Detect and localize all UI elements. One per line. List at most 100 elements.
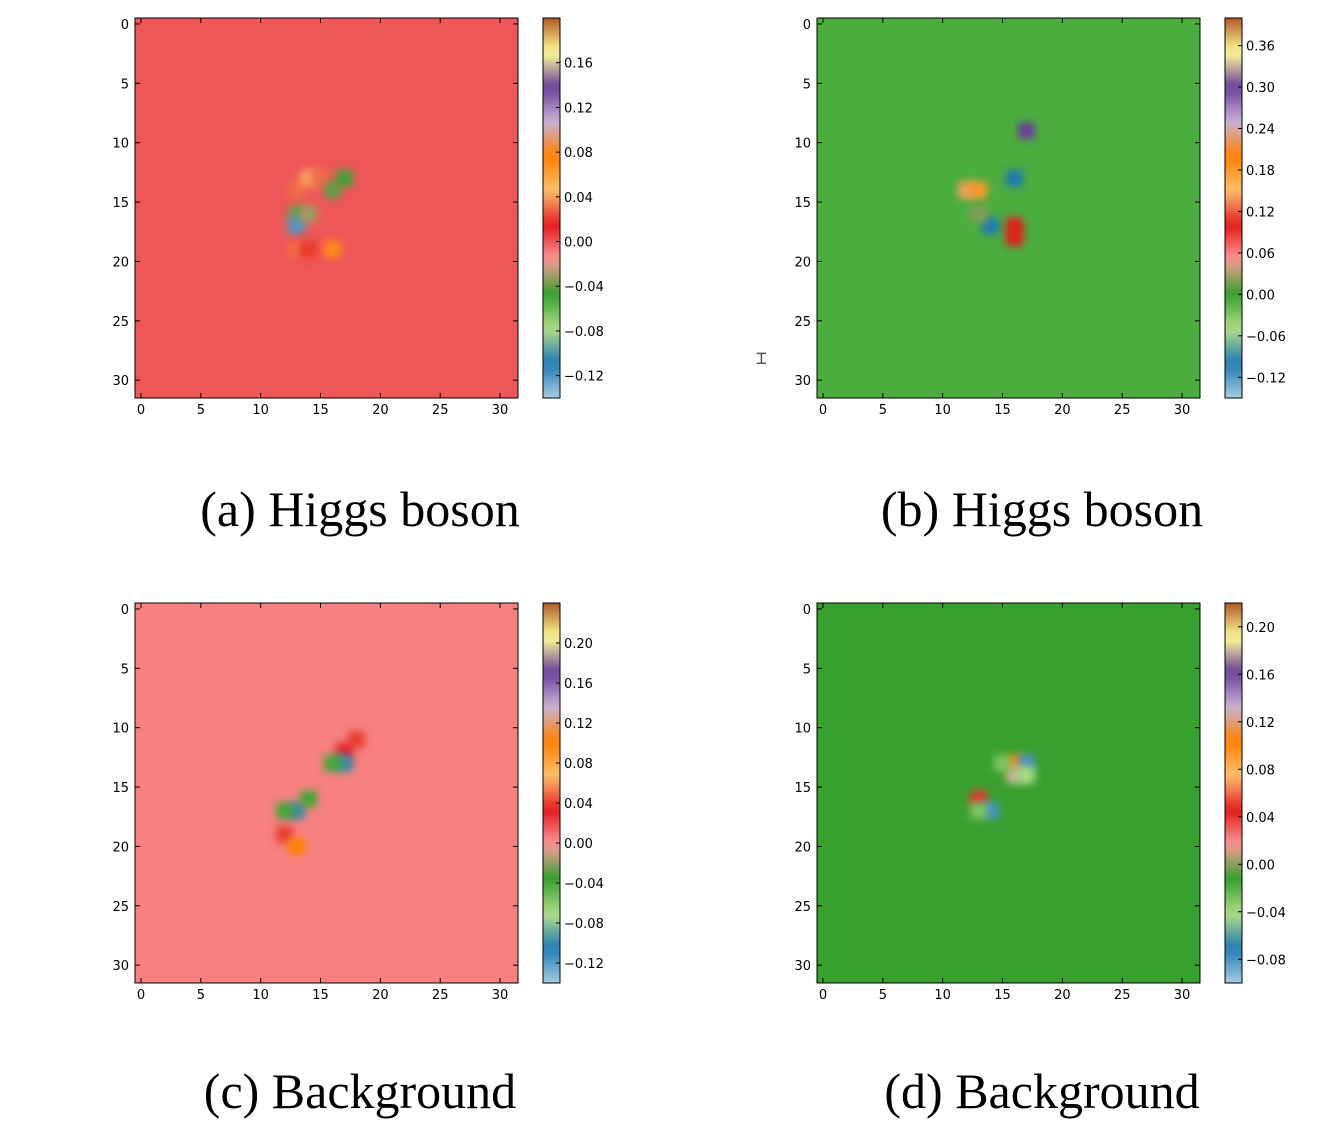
heatmap-cell <box>300 205 317 223</box>
y-tick-label: 0 <box>121 18 129 33</box>
x-tick-label: 20 <box>1054 403 1071 418</box>
x-tick-label: 25 <box>1114 988 1131 1003</box>
x-tick-label: 15 <box>312 403 329 418</box>
colorbar-tick-label: −0.12 <box>564 957 604 972</box>
colorbar-tick-label: −0.08 <box>1246 953 1286 968</box>
heatmap-background <box>135 18 518 398</box>
axes-frame <box>816 602 1201 984</box>
y-tick-label: 25 <box>794 315 811 330</box>
colorbar <box>1224 602 1243 984</box>
y-tick-label: 5 <box>121 77 129 92</box>
heatmap-cell <box>1006 229 1023 246</box>
colorbar-tick-label: 0.04 <box>564 191 593 206</box>
x-tick-label: 30 <box>492 988 509 1003</box>
colorbar-tick-label: 0.16 <box>564 677 593 692</box>
heatmap-cell <box>970 181 987 199</box>
heatmap-cell <box>324 241 341 258</box>
y-tick-label: 25 <box>794 900 811 915</box>
colorbar-tick-label: 0.00 <box>1246 858 1275 873</box>
x-tick-label: 30 <box>1174 403 1191 418</box>
y-tick-label: 5 <box>803 77 811 92</box>
heatmap-cell <box>1018 122 1035 140</box>
y-tick-label: 25 <box>112 315 129 330</box>
y-tick-label: 0 <box>803 18 811 33</box>
y-tick-label: 0 <box>803 603 811 618</box>
colorbar-tick-label: 0.12 <box>564 717 593 732</box>
colorbar-tick-label: −0.12 <box>564 370 604 385</box>
heatmap-cell <box>1018 766 1035 784</box>
heatmap-background <box>135 603 518 983</box>
colorbar-tick-label: −0.08 <box>564 917 604 932</box>
x-tick-label: 0 <box>137 403 145 418</box>
caption-d: (d) Background <box>884 1063 1200 1119</box>
caption-c: (c) Background <box>203 1063 517 1119</box>
y-tick-label: 30 <box>794 374 811 389</box>
x-tick-label: 5 <box>879 988 887 1003</box>
colorbar-tick-label: −0.04 <box>564 280 604 295</box>
heatmap-background <box>817 603 1200 983</box>
colorbar <box>542 17 561 399</box>
x-tick-label: 0 <box>819 403 827 418</box>
y-tick-label: 10 <box>794 722 811 737</box>
colorbar <box>1224 17 1243 399</box>
x-tick-label: 10 <box>934 988 951 1003</box>
heatmap-cell <box>1006 170 1023 187</box>
colorbar-tick-label: 0.04 <box>564 797 593 812</box>
x-tick-label: 0 <box>819 988 827 1003</box>
colorbar-tick-label: 0.08 <box>564 146 593 161</box>
colorbar-tick-label: 0.20 <box>564 637 593 652</box>
colorbar-tick-label: −0.06 <box>1246 330 1286 345</box>
heatmap-cell <box>994 755 1011 772</box>
heatmap-cell <box>276 802 293 820</box>
colorbar-tick-label: 0.16 <box>564 57 593 72</box>
colorbar-tick-label: 0.24 <box>1246 123 1275 138</box>
x-tick-label: 25 <box>1114 403 1131 418</box>
x-tick-label: 15 <box>312 988 329 1003</box>
heatmap-cell <box>336 170 353 187</box>
y-tick-label: 5 <box>803 662 811 677</box>
axes-frame <box>134 602 519 984</box>
heatmap-panel-c: 0 5 10 15 20 25 30 0 5 10 15 20 25 30 0.20 0.16 0.12 0.08… <box>112 602 604 1003</box>
x-tick-label: 30 <box>492 403 509 418</box>
x-tick-label: 15 <box>994 403 1011 418</box>
x-tick-label: 10 <box>252 988 269 1003</box>
x-tick-label: 20 <box>1054 988 1071 1003</box>
x-tick-label: 20 <box>372 988 389 1003</box>
heatmap-cell <box>288 838 305 855</box>
colorbar-tick-label: 0.08 <box>1246 763 1275 778</box>
x-tick-label: 10 <box>252 403 269 418</box>
x-tick-label: 5 <box>197 403 205 418</box>
y-tick-label: 10 <box>112 137 129 152</box>
x-tick-label: 0 <box>137 988 145 1003</box>
heatmap-cell <box>970 205 987 223</box>
colorbar-tick-label: 0.00 <box>564 837 593 852</box>
heatmap-background <box>817 18 1200 398</box>
x-tick-label: 30 <box>1174 988 1191 1003</box>
heatmap-cell <box>300 241 317 258</box>
heatmap-cell <box>324 755 341 772</box>
x-tick-label: 10 <box>934 403 951 418</box>
y-tick-label: 20 <box>112 840 129 855</box>
y-tick-label: 30 <box>112 959 129 974</box>
colorbar-tick-label: 0.12 <box>1246 205 1275 220</box>
heatmap-panel-d: 0 5 10 15 20 25 30 0 5 10 15 20 25 30 0.20 0.16 0.12 0.08… <box>794 602 1286 1003</box>
colorbar-tick-label: 0.00 <box>564 236 593 251</box>
colorbar <box>542 602 561 984</box>
y-tick-label: 0 <box>121 603 129 618</box>
colorbar-tick-label: −0.08 <box>564 325 604 340</box>
y-tick-label: 5 <box>121 662 129 677</box>
y-tick-label: 15 <box>794 781 811 796</box>
y-tick-label: 20 <box>794 255 811 270</box>
colorbar-tick-label: 0.12 <box>1246 716 1275 731</box>
x-tick-label: 15 <box>994 988 1011 1003</box>
axes-frame <box>816 17 1201 399</box>
colorbar-tick-label: 0.18 <box>1246 164 1275 179</box>
colorbar-tick-label: 0.08 <box>564 757 593 772</box>
colorbar-tick-label: −0.04 <box>564 877 604 892</box>
colorbar-tick-label: 0.36 <box>1246 40 1275 55</box>
caption-b: (b) Higgs boson <box>880 481 1204 537</box>
heatmap-panel-b: 0 5 10 15 20 25 30 0 5 10 15 20 25 30 0.36 0.30 0.24 0.18… <box>794 17 1286 418</box>
y-tick-label: 15 <box>112 781 129 796</box>
y-tick-label: 30 <box>112 374 129 389</box>
colorbar-tick-label: 0.30 <box>1246 81 1275 96</box>
